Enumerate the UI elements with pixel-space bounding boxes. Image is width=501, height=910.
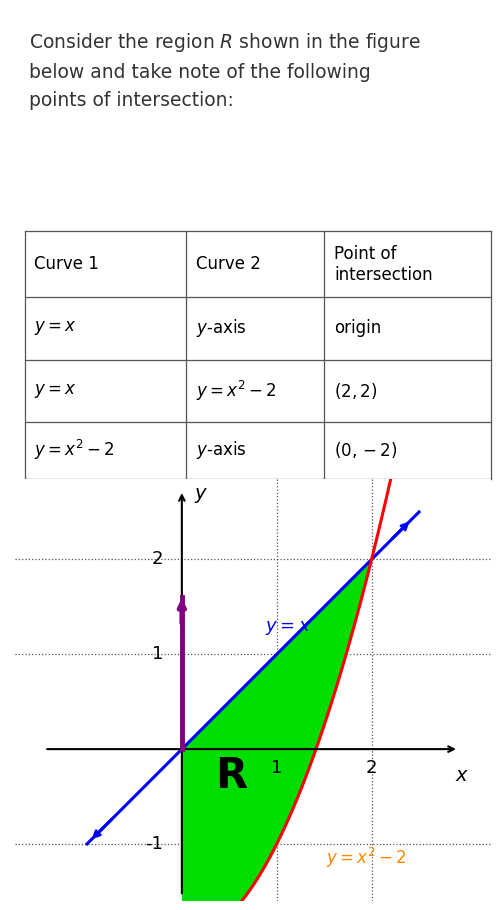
Text: 1: 1	[271, 759, 283, 777]
Text: $y = x^2 - 2$: $y = x^2 - 2$	[34, 439, 115, 462]
Text: $y = x$: $y = x$	[34, 381, 77, 399]
Polygon shape	[182, 560, 372, 910]
Text: -1: -1	[145, 835, 163, 853]
Text: Point of
intersection: Point of intersection	[334, 245, 432, 284]
Text: $y = x^2 - 2$: $y = x^2 - 2$	[196, 379, 277, 402]
Text: 1: 1	[151, 645, 163, 663]
Text: $y = x^2 - 2$: $y = x^2 - 2$	[326, 846, 407, 870]
Text: $(2, 2)$: $(2, 2)$	[334, 380, 377, 400]
Text: $y = x$: $y = x$	[266, 619, 311, 637]
Text: $y$: $y$	[194, 486, 208, 505]
Text: 2: 2	[366, 759, 377, 777]
Text: $y$-axis: $y$-axis	[196, 440, 246, 461]
Text: $(0, -2)$: $(0, -2)$	[334, 440, 398, 460]
Text: Curve 1: Curve 1	[34, 255, 99, 273]
Text: origin: origin	[334, 319, 381, 338]
Text: $y = x$: $y = x$	[34, 319, 77, 338]
Text: $y$-axis: $y$-axis	[196, 318, 246, 339]
Text: $\mathbf{R}$: $\mathbf{R}$	[214, 754, 248, 796]
Text: Curve 2: Curve 2	[196, 255, 261, 273]
Text: 2: 2	[151, 551, 163, 569]
Text: $x$: $x$	[454, 766, 469, 785]
Text: Consider the region $R$ shown in the figure
below and take note of the following: Consider the region $R$ shown in the fig…	[29, 32, 421, 110]
